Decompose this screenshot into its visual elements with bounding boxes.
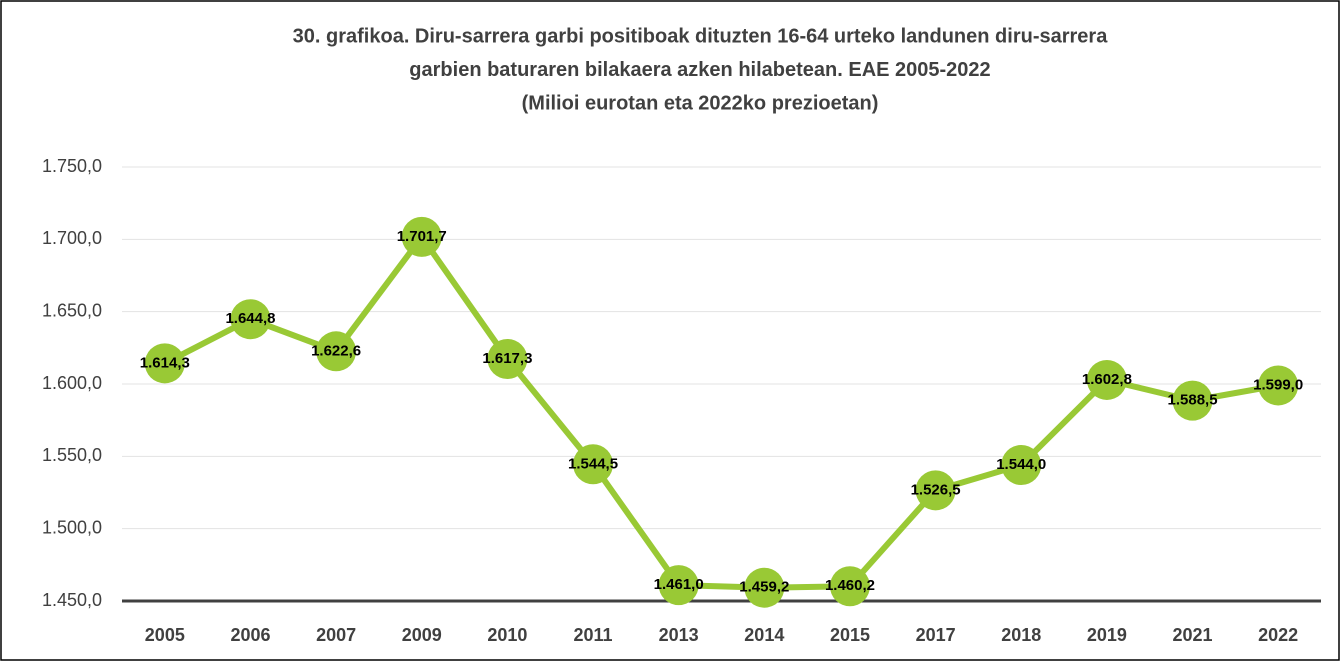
marker [1001,445,1042,486]
x-tick-label: 2014 [744,625,784,645]
x-tick-label: 2018 [1001,625,1041,645]
marker [829,566,870,607]
y-tick-label: 1.650,0 [42,300,102,320]
y-tick-label: 1.700,0 [42,228,102,248]
x-tick-label: 2007 [316,625,356,645]
y-tick-label: 1.550,0 [42,445,102,465]
y-tick-label: 1.600,0 [42,373,102,393]
data-label: 1.644,8 [225,310,275,327]
y-tick-label: 1.750,0 [42,156,102,176]
x-tick-label: 2017 [916,625,956,645]
chart-title: (Milioi eurotan eta 2022ko prezioetan) [522,92,879,114]
data-label: 1.544,5 [568,455,618,472]
marker [1172,380,1213,421]
data-label: 1.588,5 [1168,392,1218,409]
y-tick-label: 1.500,0 [42,517,102,537]
x-tick-label: 2005 [145,625,185,645]
x-tick-label: 2022 [1258,625,1298,645]
x-tick-label: 2013 [659,625,699,645]
x-tick-label: 2009 [402,625,442,645]
chart-title: garbien baturaren bilakaera azken hilabe… [409,59,990,81]
marker [487,338,528,379]
series-line [163,233,1279,591]
marker [658,565,699,606]
data-label: 1.544,0 [996,456,1046,473]
x-tick-label: 2021 [1173,625,1213,645]
marker [316,331,357,372]
data-label: 1.602,8 [1082,371,1132,388]
x-tick-label: 2006 [230,625,270,645]
marker [573,444,614,485]
data-label: 1.617,3 [482,350,532,367]
data-label: 1.599,0 [1253,376,1303,393]
chart-title: 30. grafikoa. Diru-sarrera garbi positib… [293,25,1109,47]
marker [915,470,956,511]
data-label: 1.461,0 [654,576,704,593]
y-tick-label: 1.450,0 [42,590,102,610]
data-label: 1.614,3 [140,354,190,371]
x-tick-label: 2019 [1087,625,1127,645]
data-label: 1.460,2 [825,577,875,594]
x-tick-label: 2015 [830,625,870,645]
x-tick-label: 2010 [487,625,527,645]
data-label: 1.459,2 [739,579,789,596]
data-label: 1.526,5 [911,481,961,498]
marker [230,299,271,340]
marker [1086,359,1127,400]
x-tick-label: 2011 [574,625,613,645]
marker [744,567,785,608]
data-label: 1.622,6 [311,342,361,359]
marker [144,343,185,384]
marker [401,216,442,257]
data-label: 1.701,7 [397,228,447,245]
marker [1258,365,1299,406]
